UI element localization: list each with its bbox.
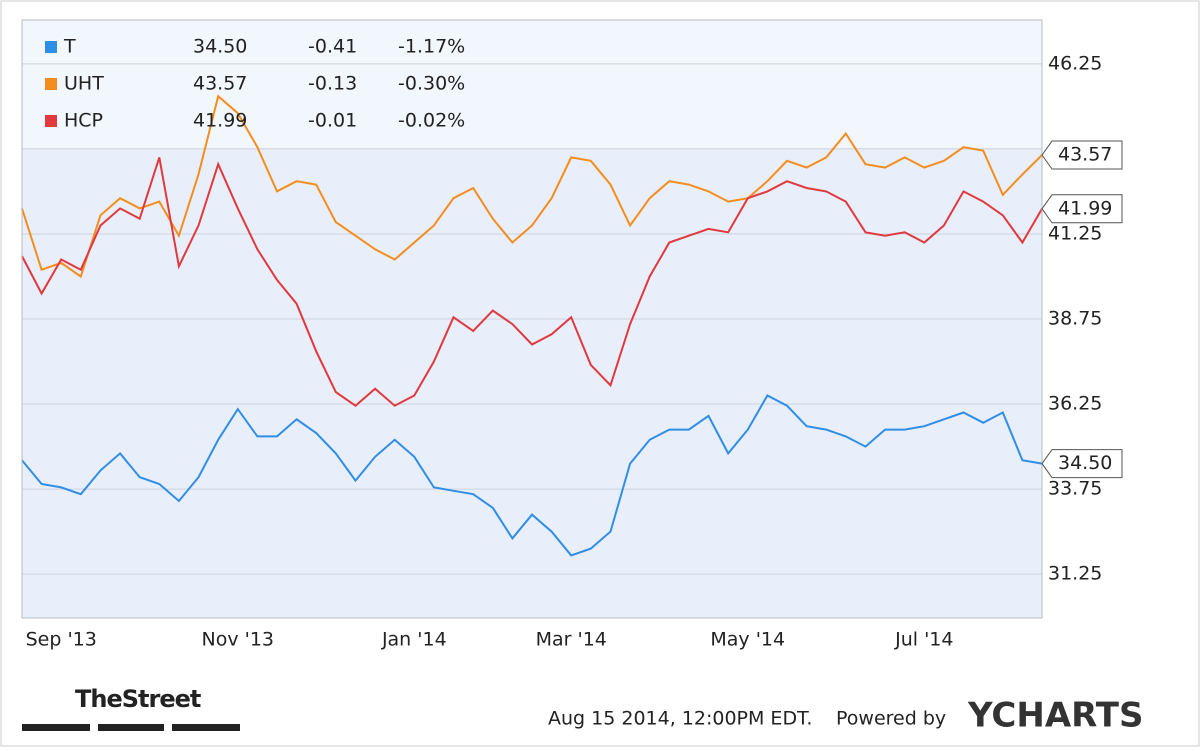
legend-price: 43.57 xyxy=(193,73,247,95)
series-line xyxy=(21,394,1043,557)
legend-name: HCP xyxy=(64,110,103,132)
legend-change: -0.13 xyxy=(308,73,357,95)
brand-bar xyxy=(22,724,90,731)
series-line xyxy=(21,94,1043,279)
x-tick-label: Nov '13 xyxy=(202,629,275,651)
series-line xyxy=(21,157,1043,407)
lines xyxy=(21,94,1043,557)
legend-change-pct: -1.17% xyxy=(398,36,465,58)
x-tick-label: Sep '13 xyxy=(26,629,97,651)
legend-change-pct: -0.30% xyxy=(398,73,465,95)
grid xyxy=(22,63,1042,575)
y-tick-label: 41.25 xyxy=(1048,222,1102,244)
timestamp: Aug 15 2014, 12:00PM EDT. xyxy=(548,708,812,730)
y-tick-label: 31.25 xyxy=(1048,563,1102,585)
end-callout xyxy=(1041,194,1123,224)
x-tick-label: Jan '14 xyxy=(381,629,447,651)
legend-change-pct: -0.02% xyxy=(398,110,465,132)
end-callout xyxy=(1041,449,1123,479)
end-label: 41.99 xyxy=(1058,197,1112,219)
legend-change: -0.01 xyxy=(308,110,357,132)
x-tick-label: May '14 xyxy=(710,629,785,651)
legend-swatch xyxy=(45,41,57,53)
y-tick-label: 33.75 xyxy=(1048,478,1102,500)
legend-swatch xyxy=(45,78,57,90)
brand-bar xyxy=(172,724,240,731)
end-label: 34.50 xyxy=(1058,452,1112,474)
brand: TheStreet xyxy=(75,685,201,713)
plot-band xyxy=(22,20,1042,148)
y-tick-label: 36.25 xyxy=(1048,393,1102,415)
legend-price: 34.50 xyxy=(193,36,247,58)
logo: YCHARTS xyxy=(967,696,1143,736)
legend-swatch xyxy=(45,115,57,127)
end-callout xyxy=(1041,140,1123,170)
brand-bar xyxy=(98,724,164,731)
end-label: 43.57 xyxy=(1058,144,1112,166)
legend-change: -0.41 xyxy=(308,36,357,58)
x-tick-label: Mar '14 xyxy=(536,629,607,651)
legend-name: UHT xyxy=(64,73,104,95)
legend-price: 41.99 xyxy=(193,110,247,132)
powered-by: Powered by xyxy=(836,708,946,730)
plot-border xyxy=(21,19,1043,619)
x-tick-label: Jul '14 xyxy=(894,629,953,651)
y-tick-label: 46.25 xyxy=(1048,52,1102,74)
y-tick-label: 38.75 xyxy=(1048,308,1102,330)
legend-name: T xyxy=(63,36,76,58)
